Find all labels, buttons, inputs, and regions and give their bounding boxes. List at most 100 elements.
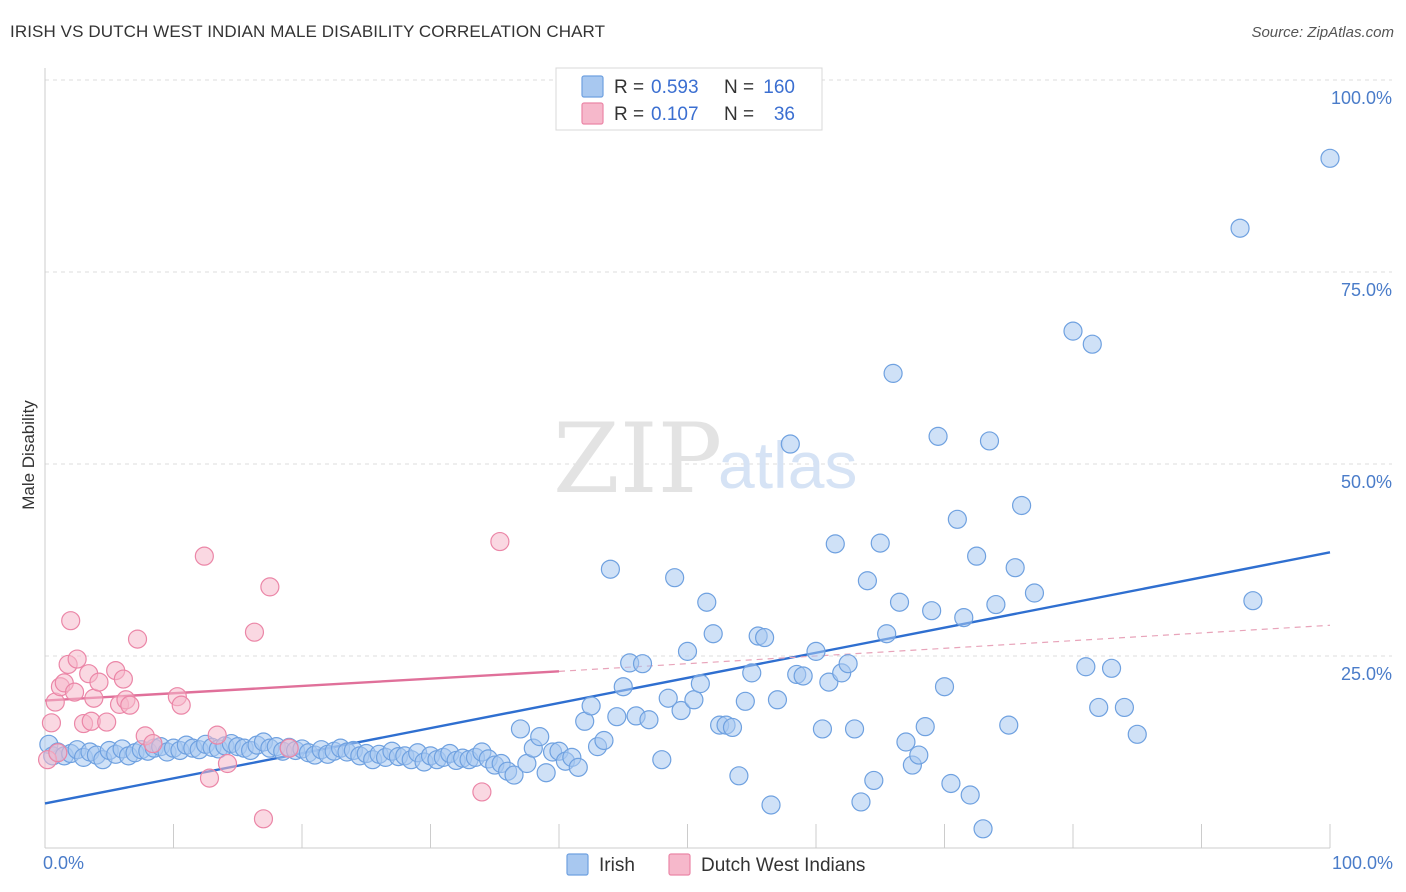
legend-n-value-irish: 160 bbox=[763, 77, 795, 98]
point-irish bbox=[883, 363, 903, 383]
point-irish bbox=[767, 690, 788, 710]
point-irish bbox=[934, 677, 955, 697]
point-dutch-west-indians bbox=[61, 611, 81, 631]
point-dutch-west-indians bbox=[472, 782, 492, 802]
trend-line-0 bbox=[44, 551, 1331, 805]
point-irish bbox=[825, 534, 845, 554]
axes bbox=[44, 68, 1331, 849]
point-irish bbox=[844, 719, 865, 739]
point-irish bbox=[1082, 334, 1102, 354]
point-dutch-west-indians bbox=[490, 531, 510, 552]
point-irish bbox=[986, 594, 1006, 615]
point-irish bbox=[639, 710, 659, 730]
point-irish bbox=[677, 641, 698, 661]
point-irish bbox=[703, 624, 723, 644]
point-dutch-west-indians bbox=[120, 695, 140, 715]
point-irish bbox=[960, 785, 980, 805]
x-tick-label-min: 0.0% bbox=[43, 853, 84, 873]
point-irish bbox=[754, 627, 775, 648]
point-dutch-west-indians bbox=[97, 712, 117, 732]
point-irish bbox=[632, 654, 653, 674]
legend-r-value-irish: 0.593 bbox=[651, 77, 699, 98]
y-axis-label: Male Disability bbox=[19, 400, 38, 510]
point-irish bbox=[1101, 658, 1122, 678]
point-dutch-west-indians bbox=[64, 682, 85, 702]
watermark-zip: ZIP bbox=[553, 403, 722, 515]
point-irish bbox=[967, 546, 987, 566]
point-dutch-west-indians bbox=[143, 733, 163, 754]
point-irish bbox=[536, 763, 556, 783]
legend-n-label-dutch: N = bbox=[724, 104, 754, 125]
series-legend: Irish Dutch West Indians bbox=[566, 853, 865, 876]
y-tick-label: 75.0% bbox=[1341, 280, 1392, 300]
source-credit: Source: ZipAtlas.com bbox=[1251, 24, 1394, 41]
point-irish bbox=[793, 666, 813, 686]
point-irish bbox=[1024, 583, 1045, 603]
point-irish bbox=[864, 770, 884, 791]
point-irish bbox=[1005, 558, 1025, 578]
point-irish bbox=[530, 727, 550, 747]
point-irish bbox=[999, 715, 1019, 735]
point-dutch-west-indians bbox=[199, 768, 220, 788]
point-irish bbox=[1320, 148, 1340, 168]
point-irish bbox=[947, 509, 967, 529]
point-irish bbox=[979, 431, 1000, 451]
point-irish bbox=[581, 696, 601, 716]
point-irish bbox=[1076, 657, 1096, 677]
point-dutch-west-indians bbox=[48, 743, 68, 763]
point-irish bbox=[812, 719, 833, 739]
point-irish bbox=[1011, 495, 1032, 516]
point-irish bbox=[607, 707, 627, 727]
point-irish bbox=[697, 592, 717, 612]
point-dutch-west-indians bbox=[89, 672, 109, 692]
legend-swatch-irish bbox=[581, 75, 604, 98]
point-dutch-west-indians bbox=[244, 622, 265, 642]
point-irish bbox=[806, 641, 826, 661]
point-dutch-west-indians bbox=[253, 809, 274, 829]
point-irish bbox=[1127, 724, 1147, 744]
point-irish bbox=[973, 819, 993, 839]
point-irish bbox=[665, 568, 685, 588]
point-irish bbox=[652, 750, 672, 770]
stats-legend: R = 0.593 N = 160 R = 0.107 N = 36 bbox=[555, 67, 823, 131]
series-legend-swatch-irish bbox=[566, 853, 589, 876]
point-irish bbox=[851, 792, 871, 812]
point-irish bbox=[684, 690, 704, 710]
point-irish bbox=[928, 426, 948, 446]
point-dutch-west-indians bbox=[127, 629, 148, 649]
point-irish bbox=[690, 674, 710, 694]
trend-extension-1 bbox=[558, 624, 1331, 672]
point-irish bbox=[504, 765, 524, 785]
point-irish bbox=[658, 688, 678, 708]
point-irish bbox=[857, 571, 878, 591]
point-irish bbox=[510, 719, 531, 739]
point-dutch-west-indians bbox=[41, 713, 62, 733]
point-dutch-west-indians bbox=[194, 546, 214, 566]
point-irish bbox=[742, 663, 762, 683]
point-irish bbox=[722, 717, 743, 738]
legend-n-value-dutch: 36 bbox=[774, 104, 795, 125]
grid-lines bbox=[45, 79, 1392, 657]
point-irish bbox=[735, 691, 755, 711]
point-irish bbox=[870, 533, 890, 553]
point-irish bbox=[600, 559, 621, 579]
chart-title: IRISH VS DUTCH WEST INDIAN MALE DISABILI… bbox=[10, 22, 606, 41]
data-points bbox=[37, 148, 1340, 839]
y-tick-label: 25.0% bbox=[1341, 664, 1392, 684]
point-irish bbox=[915, 717, 935, 737]
point-irish bbox=[729, 766, 749, 786]
point-dutch-west-indians bbox=[260, 577, 280, 597]
point-irish bbox=[613, 677, 633, 697]
y-tick-label: 100.0% bbox=[1331, 88, 1392, 108]
legend-r-label-irish: R = bbox=[614, 77, 644, 98]
point-dutch-west-indians bbox=[113, 669, 133, 689]
point-irish bbox=[909, 745, 929, 765]
point-irish bbox=[941, 773, 961, 794]
legend-n-label-irish: N = bbox=[724, 77, 754, 98]
legend-r-value-dutch: 0.107 bbox=[651, 104, 699, 125]
legend-r-label-dutch: R = bbox=[614, 104, 644, 125]
legend-swatch-dutch bbox=[581, 102, 604, 125]
point-irish bbox=[1089, 697, 1109, 718]
y-tick-label: 50.0% bbox=[1341, 472, 1392, 492]
